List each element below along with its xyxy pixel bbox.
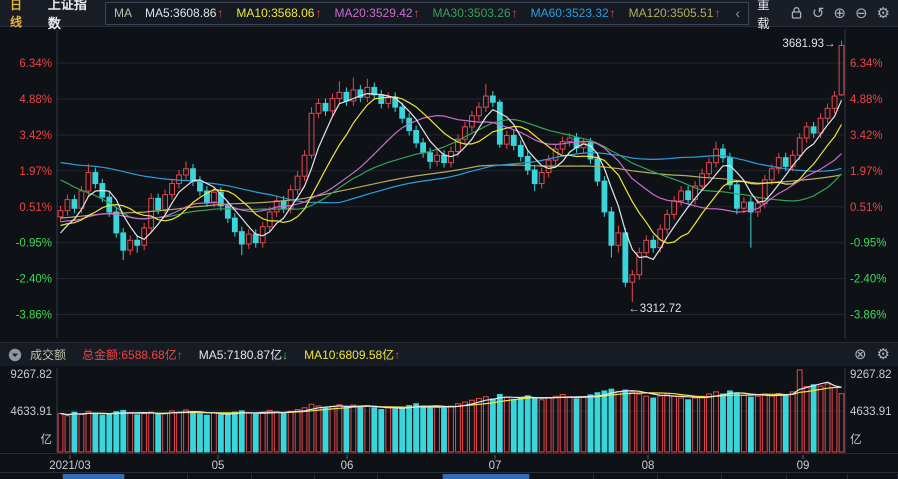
- ma10-line: [60, 96, 843, 244]
- volume-axis-label-left: 9267.82: [10, 369, 52, 381]
- ma20-line: [60, 114, 842, 223]
- ma-legend-item-ma60: MA60:3523.32↑: [530, 6, 616, 20]
- y-axis-label-right: 0.51%: [850, 202, 883, 214]
- month-strip-cell[interactable]: [443, 474, 530, 479]
- volume-panel-header: 成交额 总金额:6588.68亿↑ MA5:7180.87亿↓ MA10:680…: [0, 342, 898, 366]
- low-price-annotation: ←3312.72: [628, 303, 681, 315]
- ma-legend-item-ma30: MA30:3503.26↑: [432, 6, 518, 20]
- y-axis-label-left: -3.86%: [16, 310, 52, 322]
- volume-ma5-line: [60, 381, 842, 416]
- ma-legend-items: MA5:3608.86↑ MA10:3568.06↑ MA20:3529.42↑ MA…: [145, 6, 720, 20]
- up-arrow-icon: ↑: [176, 348, 183, 362]
- time-axis-label: 07: [489, 460, 502, 472]
- volume-ma10-value: MA10:6809.58亿↑: [304, 348, 401, 362]
- ma-legend-box: MA MA5:3608.86↑ MA10:3568.06↑ MA20:3529.42…: [105, 1, 750, 25]
- up-arrow-icon: ↑: [217, 6, 224, 20]
- ma30-line: [60, 118, 842, 220]
- up-arrow-icon: ↑: [511, 6, 518, 20]
- high-price-annotation: 3681.93→: [782, 38, 835, 50]
- y-axis-label-left: -2.40%: [16, 274, 52, 286]
- reload-button[interactable]: 重载: [757, 0, 770, 31]
- price-ma-lines: [60, 92, 843, 261]
- up-arrow-icon: ↑: [714, 6, 721, 20]
- time-axis-label: 2021/03: [49, 460, 91, 472]
- up-arrow-icon: ↑: [394, 348, 401, 362]
- tab-daily-period[interactable]: 日线: [10, 0, 23, 29]
- ma5-line: [60, 92, 843, 261]
- ma-legend-item-ma20: MA20:3529.42↑: [334, 6, 420, 20]
- y-axis-label-left: 0.51%: [19, 202, 52, 214]
- time-axis-label: 06: [341, 460, 354, 472]
- down-arrow-icon: ↓: [282, 348, 289, 362]
- y-axis-label-right: 1.97%: [850, 166, 883, 178]
- y-axis-label-left: 1.97%: [19, 166, 52, 178]
- month-strip-cell[interactable]: [530, 474, 594, 479]
- ma120-line: [60, 164, 842, 219]
- toolbar-icons: ↺ ⊕ ⊖ ⚙: [790, 6, 890, 21]
- volume-axis-labels: 9267.82 9267.82 4633.91 4633.91 亿 亿: [10, 369, 891, 446]
- volume-ma-lines: [60, 381, 842, 416]
- index-name-label: 上证指数: [47, 0, 87, 31]
- volume-axis-label-right: 4633.91: [850, 406, 892, 418]
- top-toolbar: 日线 上证指数 MA MA5:3608.86↑ MA10:3568.06↑ MA20…: [0, 0, 898, 31]
- volume-axis-label-left: 亿: [41, 433, 53, 446]
- ma60-line: [60, 152, 842, 204]
- ma-legend-item-ma5: MA5:3608.86↑: [145, 6, 224, 20]
- month-strip-cell[interactable]: [787, 474, 848, 479]
- month-strip-cell[interactable]: [378, 474, 443, 479]
- y-axis-label-left: 6.34%: [19, 58, 52, 70]
- volume-ma5-value: MA5:7180.87亿↓: [198, 348, 289, 362]
- y-axis-label-left: 3.42%: [19, 130, 52, 142]
- y-axis-label-right: -0.95%: [850, 238, 886, 250]
- ma-legend-item-ma10: MA10:3568.06↑: [236, 6, 322, 20]
- month-strip-cell[interactable]: [722, 474, 787, 479]
- y-axis-label-right: 3.42%: [850, 130, 883, 142]
- month-strip-cell[interactable]: [658, 474, 722, 479]
- turnover-total-value: 总金额:6588.68亿↑: [82, 348, 183, 362]
- time-axis-label: 09: [797, 460, 810, 472]
- volume-panel-icons: ⊗ ⚙: [854, 347, 890, 362]
- y-axis-label-right: 6.34%: [850, 58, 883, 70]
- settings-icon[interactable]: ⚙: [876, 4, 890, 22]
- volume-axis-label-right: 亿: [850, 433, 862, 446]
- y-axis-label-right: -3.86%: [850, 310, 886, 322]
- volume-pane-title: 成交额: [30, 348, 67, 362]
- y-axis-label-left: -0.95%: [16, 238, 52, 250]
- collapse-panel-icon[interactable]: [8, 348, 22, 362]
- up-arrow-icon: ↑: [315, 6, 322, 20]
- month-strip-cell[interactable]: [0, 474, 63, 479]
- y-axis-label-right: -2.40%: [850, 274, 886, 286]
- lock-icon[interactable]: [790, 6, 803, 20]
- time-axis-label: 05: [212, 460, 225, 472]
- panel-settings-icon[interactable]: ⚙: [876, 346, 890, 363]
- month-strip-cell[interactable]: [252, 474, 315, 479]
- up-arrow-icon: ↑: [413, 6, 420, 20]
- time-axis: 2021/03 05 06 07 08 09: [49, 455, 809, 472]
- collapse-legend-icon[interactable]: ‹: [735, 5, 741, 21]
- volume-axis-label-left: 4633.91: [10, 406, 52, 418]
- zoom-out-icon[interactable]: ⊖: [854, 4, 868, 22]
- ma-group-label: MA: [114, 6, 133, 20]
- ma-legend-item-ma120: MA120:3505.51↑: [628, 6, 721, 20]
- zoom-in-icon[interactable]: ⊕: [833, 4, 846, 22]
- month-strip-cell[interactable]: [594, 474, 658, 479]
- close-panel-icon[interactable]: ⊗: [853, 346, 867, 363]
- y-axis-label-left: 4.88%: [19, 94, 52, 106]
- month-strip-cell[interactable]: [848, 474, 898, 479]
- time-axis-label: 08: [642, 460, 655, 472]
- month-strip-cell[interactable]: [125, 474, 188, 479]
- up-arrow-icon: ↑: [609, 6, 616, 20]
- bottom-month-strip: [0, 472, 898, 479]
- volume-axis-label-right: 9267.82: [850, 369, 892, 381]
- volume-bars: [57, 369, 845, 453]
- circle-chevron-down-icon: [8, 348, 22, 361]
- month-strip-cell[interactable]: [315, 474, 378, 479]
- month-strip-cell[interactable]: [63, 474, 125, 479]
- price-axis-labels: 6.34% 6.34% 4.88% 4.88% 3.42% 3.42% 1.97% 1.97%…: [16, 58, 887, 322]
- y-axis-label-right: 4.88%: [850, 94, 883, 106]
- undo-icon[interactable]: ↺: [811, 4, 825, 22]
- month-strip-cell[interactable]: [188, 474, 252, 479]
